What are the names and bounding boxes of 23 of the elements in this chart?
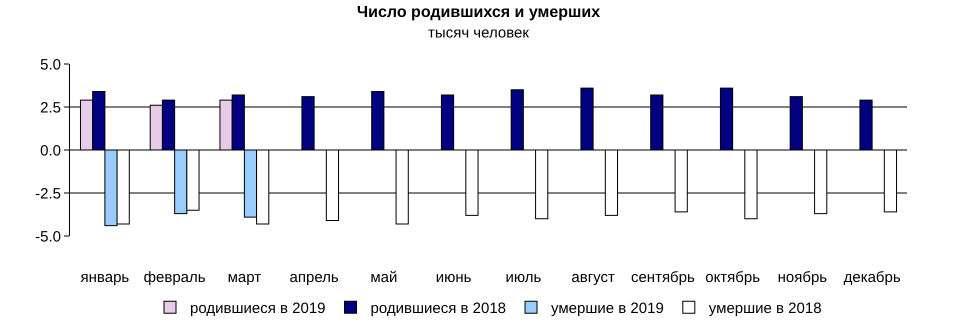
x-tick-label: май — [370, 269, 398, 286]
x-tick-label: июль — [505, 269, 542, 286]
legend-label: умершие в 2019 — [551, 300, 664, 318]
chart-subtitle: тысяч человек — [428, 24, 530, 42]
legend-label: умершие в 2018 — [708, 300, 822, 318]
x-tick-label: октябрь — [705, 269, 760, 286]
y-tick-label: 5.0 — [40, 56, 61, 74]
x-tick-label: январь — [80, 269, 130, 286]
x-tick-label: декабрь — [844, 269, 901, 286]
y-tick-label: 2.5 — [40, 99, 61, 116]
x-tick-label: ноябрь — [778, 269, 828, 286]
x-tick-label: февраль — [144, 269, 206, 286]
y-tick-label: -2.5 — [35, 185, 61, 202]
x-tick-label: сентябрь — [630, 269, 695, 286]
chart-title: Число родившихся и умерших — [356, 4, 600, 21]
x-tick-label: август — [571, 269, 615, 286]
x-tick-label: март — [228, 269, 262, 286]
x-tick-label: апрель — [290, 269, 339, 286]
legend-label: родившиеся в 2018 — [370, 300, 506, 318]
x-tick-label: июнь — [436, 269, 472, 286]
y-tick-label: -5.0 — [35, 228, 61, 246]
legend-label: родившиеся в 2019 — [190, 300, 326, 318]
y-tick-label: 0.0 — [40, 142, 61, 160]
